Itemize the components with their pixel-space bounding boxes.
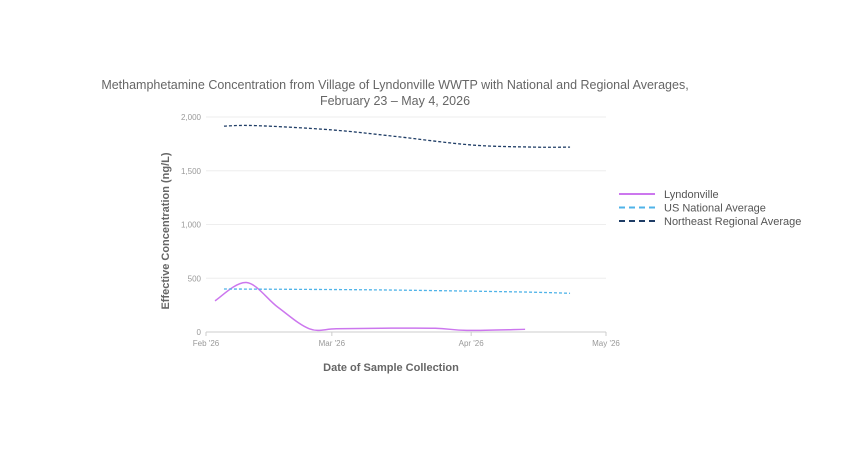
legend-label: Lyndonville (664, 189, 719, 201)
chart-title-line-2: February 23 – May 4, 2026 (319, 94, 471, 108)
northeast-regional-average-line (223, 124, 571, 148)
x-axis-label: Date of Sample Collection (323, 362, 459, 374)
y-tick-label: 500 (188, 274, 202, 283)
chart-title-line-1: Methamphetamine Concentration from Villa… (101, 78, 689, 92)
series-lines (214, 124, 571, 332)
chart-title: Methamphetamine Concentration from Villa… (60, 77, 730, 109)
legend-label: US National Average (664, 203, 766, 215)
y-tick-label: 1,500 (181, 167, 202, 176)
x-tick-label: May '26 (592, 339, 620, 348)
y-tick-label: 2,000 (181, 113, 202, 122)
us-national-average-line (223, 288, 571, 294)
x-tick-label: Mar '26 (319, 339, 346, 348)
legend[interactable]: Lyndonville US National AverageNortheast … (619, 189, 801, 228)
grid-lines (206, 116, 606, 333)
y-axis-ticks: 0 500 1,000 1,500 2,000 (181, 113, 202, 337)
legend-label: Northeast Regional Average (664, 216, 801, 228)
legend-item-lyndonville[interactable]: Lyndonville (619, 189, 719, 201)
x-axis-ticks: Feb '26 Mar '26 Apr '26 May '26 (193, 332, 620, 348)
legend-item-northeast-regional-average[interactable]: Northeast Regional Average (619, 216, 801, 228)
y-tick-label: 1,000 (181, 221, 202, 230)
y-tick-label: 0 (197, 328, 202, 337)
x-tick-label: Feb '26 (193, 339, 220, 348)
x-tick-label: Apr '26 (459, 339, 485, 348)
legend-item-us-national-average[interactable]: US National Average (619, 203, 766, 215)
lyndonville-line (214, 281, 526, 332)
